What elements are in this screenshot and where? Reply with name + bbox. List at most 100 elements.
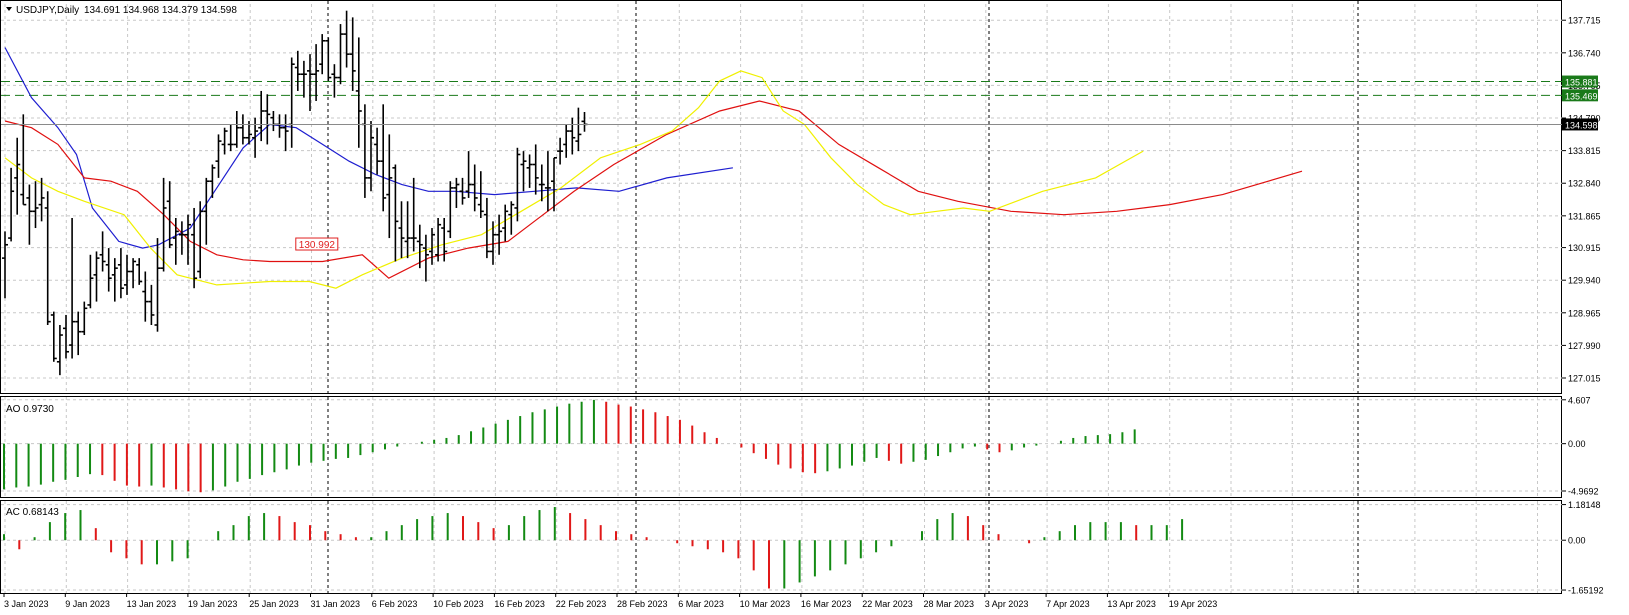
x-tick-label: 22 Feb 2023: [556, 599, 607, 609]
x-tick-label: 19 Apr 2023: [1169, 599, 1218, 609]
current-price-bg: [1562, 118, 1598, 131]
x-tick-label: 3 Apr 2023: [985, 599, 1029, 609]
ohlc-bar: [374, 127, 381, 175]
ohlc-bar: [63, 314, 69, 359]
x-tick-label: 25 Jan 2023: [249, 599, 299, 609]
price-marker: 130.992: [295, 237, 339, 251]
ohlc-bar: [392, 164, 399, 262]
ohlc-bar: [343, 10, 350, 68]
y-tick-label: 131.865: [1568, 211, 1601, 221]
ohlc-bar: [148, 284, 155, 326]
ohlc-bar: [87, 254, 94, 309]
ohlc-bar: [337, 24, 344, 85]
x-tick-label: 16 Feb 2023: [494, 599, 545, 609]
ohlc-bar: [172, 218, 179, 265]
y-tick-label: -4.9692: [1568, 486, 1599, 496]
y-tick-label: 137.715: [1568, 16, 1601, 26]
y-tick-label: 127.990: [1568, 341, 1601, 351]
x-tick-label: 13 Jan 2023: [127, 599, 177, 609]
ohlc-bar: [532, 144, 539, 195]
x-tick-label: 28 Mar 2023: [924, 599, 975, 609]
x-tick-label: 31 Jan 2023: [311, 599, 361, 609]
ohlc-bar: [117, 248, 124, 299]
ohlc-bar: [227, 124, 234, 152]
ohlc-bar: [544, 151, 551, 212]
ohlc-bar: [14, 137, 21, 215]
ohlc-bar: [551, 157, 557, 212]
ohlc-bar: [81, 301, 88, 336]
x-tick-label: 9 Jan 2023: [65, 599, 110, 609]
ac-histogram: [3, 507, 1184, 589]
ohlc-bar: [197, 201, 204, 279]
ohlc-bar: [569, 117, 576, 155]
ohlc-bar: [429, 228, 435, 265]
ohlc-bar: [191, 207, 198, 289]
ohlc-bar: [26, 184, 33, 245]
ohlc-bar: [282, 114, 289, 152]
marker-label: 130.992: [299, 240, 336, 251]
y-tick-label: 136.740: [1568, 48, 1601, 58]
ohlc-bar: [319, 34, 326, 75]
ohlc-bar: [56, 325, 63, 376]
x-tick-label: 10 Feb 2023: [433, 599, 484, 609]
symbol-header[interactable]: USDJPY,Daily 134.691 134.968 134.379 134…: [6, 5, 237, 16]
ohlc-bar: [404, 201, 411, 259]
ohlc-bar: [465, 151, 472, 198]
ohlc-bar: [38, 177, 45, 222]
ohlc-bar: [563, 124, 570, 158]
ohlc-bar: [483, 197, 490, 259]
ohlc-bar: [453, 177, 460, 208]
level-label-bg: [1562, 89, 1598, 102]
ao-histogram: [3, 399, 1136, 493]
ac-pane-frame: [0, 500, 1562, 594]
ohlc-bar: [496, 214, 503, 255]
x-tick-label: 6 Feb 2023: [372, 599, 418, 609]
ohlc-bar: [178, 221, 185, 255]
ohlc-bar: [520, 151, 527, 192]
ohlc-bar: [435, 218, 442, 262]
ohlc-bar: [575, 107, 582, 152]
ohlc-values: 134.691 134.968 134.379 134.598: [84, 5, 237, 16]
x-tick-label: 7 Apr 2023: [1046, 599, 1090, 609]
level-label-bg: [1562, 75, 1598, 88]
ohlc-bar: [325, 37, 332, 81]
current-price-label: 134.598: [1565, 120, 1598, 130]
marker-box: [295, 237, 339, 251]
ohlc-bar: [416, 224, 423, 269]
ohlc-bar: [526, 154, 533, 188]
y-axes: 137.715136.740135.765134.790133.815132.8…: [1, 16, 1604, 596]
ohlc-bar: [2, 231, 8, 299]
ohlc-bar: [50, 311, 57, 362]
ohlc-bar: [490, 221, 496, 265]
ohlc-bar: [93, 251, 100, 302]
ohlc-bar: [477, 171, 484, 219]
level-label: 135.881: [1565, 78, 1598, 88]
caret-down-icon[interactable]: [6, 7, 12, 11]
ohlc-bar: [380, 104, 387, 212]
ohlc-bar: [105, 248, 112, 292]
ohlc-bar: [20, 114, 27, 206]
x-tick-label: 28 Feb 2023: [617, 599, 668, 609]
ohlc-bar: [410, 177, 417, 252]
moving-averages: [4, 47, 1303, 289]
ohlc-bar: [538, 164, 545, 202]
ma-yellow-line: [4, 70, 1144, 289]
ohlc-bar: [300, 60, 307, 98]
y-tick-label: 132.840: [1568, 179, 1601, 189]
ohlc-bar: [349, 17, 356, 91]
ohlc-bar: [154, 238, 161, 332]
pane-frames: [0, 0, 1562, 594]
y-tick-label: 130.915: [1568, 243, 1601, 253]
price-pane-frame: [0, 0, 1562, 394]
ac-label: AC 0.68143: [6, 507, 59, 518]
y-tick-label: 1.18148: [1568, 500, 1601, 510]
ohlc-bar: [264, 94, 271, 145]
symbol-label: USDJPY,Daily: [16, 5, 79, 16]
y-tick-label: 0.00: [1568, 536, 1586, 546]
ohlc-bar: [215, 134, 222, 178]
ohlc-bar: [441, 218, 448, 262]
ohlc-bar: [368, 121, 374, 192]
ohlc-bar: [185, 214, 191, 265]
ohlc-bar: [142, 271, 149, 322]
